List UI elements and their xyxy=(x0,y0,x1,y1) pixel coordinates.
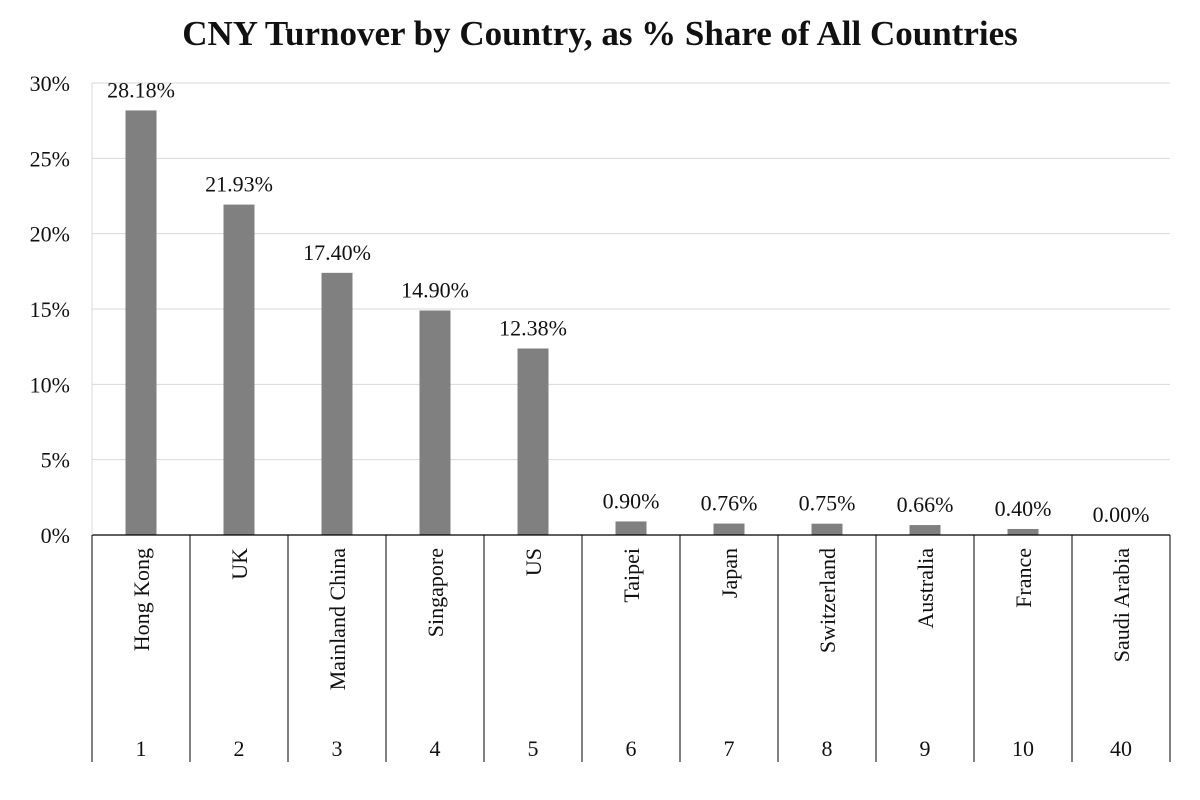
bar xyxy=(125,110,157,536)
data-label: 0.66% xyxy=(897,492,954,517)
bar xyxy=(713,523,745,535)
rank-label: 8 xyxy=(822,736,833,761)
y-tick-label: 10% xyxy=(30,372,70,397)
category-label: Japan xyxy=(717,548,742,598)
chart-title: CNY Turnover by Country, as % Share of A… xyxy=(182,14,1018,53)
rank-labels: 1 2 3 4 5 6 7 8 9 10 40 xyxy=(136,736,1133,761)
category-label: Australia xyxy=(913,548,938,629)
rank-label: 6 xyxy=(626,736,637,761)
rank-label: 40 xyxy=(1110,736,1132,761)
y-tick-label: 0% xyxy=(41,523,70,548)
rank-label: 9 xyxy=(920,736,931,761)
bar xyxy=(909,525,941,535)
bar xyxy=(419,310,451,535)
category-labels: Hong Kong UK Mainland China Singapore US Taip… xyxy=(129,548,1134,691)
category-label: Switzerland xyxy=(815,548,840,653)
rank-label: 2 xyxy=(234,736,245,761)
data-label: 17.40% xyxy=(303,240,371,265)
gridlines xyxy=(92,82,1170,461)
rank-label: 3 xyxy=(332,736,343,761)
rank-label: 4 xyxy=(430,736,441,761)
data-label: 12.38% xyxy=(499,315,567,340)
y-tick-label: 20% xyxy=(30,222,70,247)
bar xyxy=(517,348,549,535)
data-label: 14.90% xyxy=(401,278,469,303)
rank-label: 1 xyxy=(136,736,147,761)
axes xyxy=(91,83,1171,762)
category-label: Mainland China xyxy=(325,548,350,691)
category-label: UK xyxy=(227,548,252,580)
y-tick-label: 5% xyxy=(41,448,70,473)
category-label: Saudi Arabia xyxy=(1109,548,1134,662)
rank-label: 10 xyxy=(1012,736,1034,761)
rank-label: 5 xyxy=(528,736,539,761)
bar xyxy=(811,523,843,535)
y-tick-label: 15% xyxy=(30,297,70,322)
data-label: 21.93% xyxy=(205,172,273,197)
bar xyxy=(321,272,353,535)
bars xyxy=(125,110,1039,536)
category-label: France xyxy=(1011,548,1036,608)
category-label: Hong Kong xyxy=(129,548,154,651)
bar xyxy=(223,204,255,535)
rank-label: 7 xyxy=(724,736,735,761)
y-tick-label: 30% xyxy=(30,71,70,96)
bar xyxy=(615,521,647,535)
y-axis-ticks: 0% 5% 10% 15% 20% 25% 30% xyxy=(30,71,70,548)
category-label: US xyxy=(521,548,546,576)
data-label: 28.18% xyxy=(107,77,175,102)
data-label: 0.40% xyxy=(995,496,1052,521)
data-label: 0.76% xyxy=(701,491,758,516)
y-tick-label: 25% xyxy=(30,146,70,171)
category-label: Taipei xyxy=(619,548,644,603)
data-label: 0.75% xyxy=(799,491,856,516)
category-label: Singapore xyxy=(423,548,448,637)
data-labels: 28.18% 21.93% 17.40% 14.90% 12.38% 0.90% 0.76%… xyxy=(107,77,1149,527)
bar xyxy=(1007,528,1039,535)
data-label: 0.00% xyxy=(1093,502,1150,527)
data-label: 0.90% xyxy=(603,488,660,513)
